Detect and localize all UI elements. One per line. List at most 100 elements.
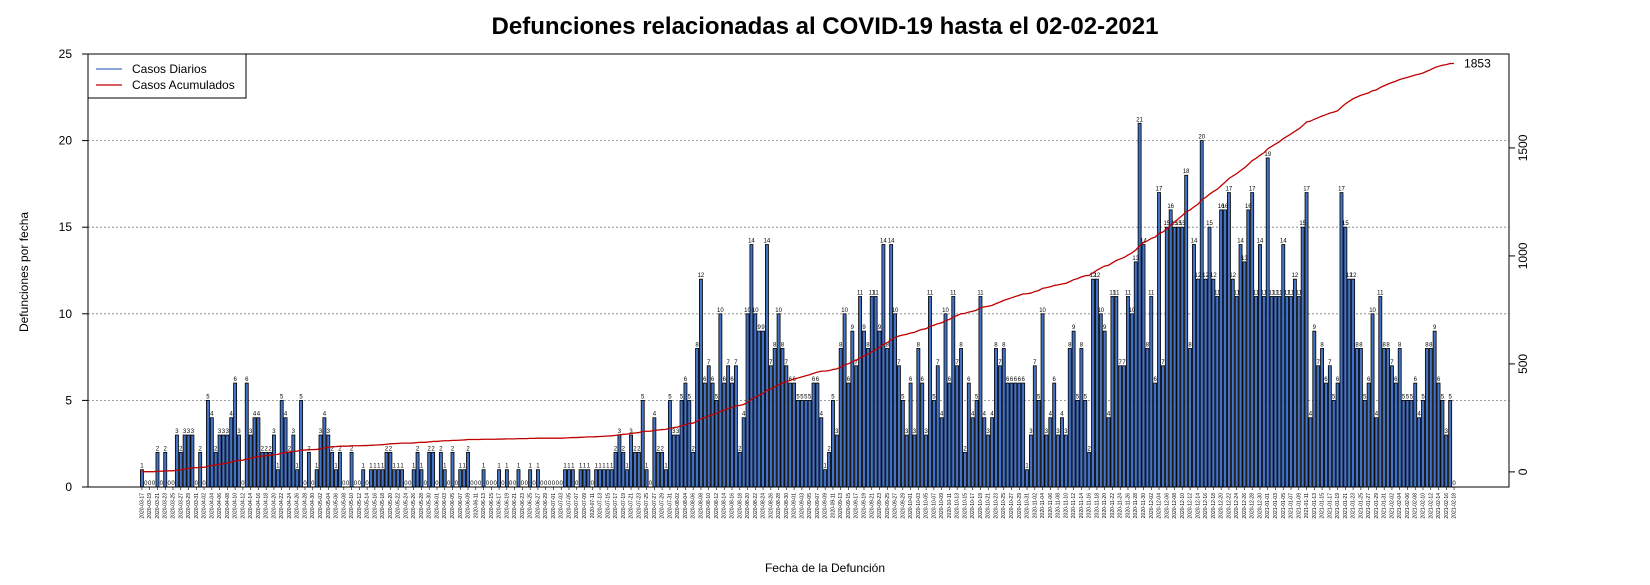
bar — [687, 399, 692, 488]
bar-value-label: 10 — [717, 308, 724, 314]
bar — [1176, 226, 1181, 488]
x-tick-label: 2020-06-23 — [520, 493, 526, 519]
x-tick-label: 2021-01-11 — [1304, 493, 1310, 518]
bar-value-label: 14 — [888, 239, 895, 245]
x-tick-label: 2021-01-25 — [1358, 493, 1364, 519]
bar — [1300, 226, 1305, 488]
bar-value-label: 4 — [820, 412, 824, 418]
x-tick-label: 2020-10-23 — [993, 493, 999, 519]
bar-value-label: 4 — [210, 412, 214, 418]
bar — [1285, 296, 1290, 488]
bar-value-label: 3 — [272, 429, 276, 435]
bar — [392, 469, 397, 488]
bar — [796, 399, 800, 488]
bar-value-label: 6 — [703, 377, 707, 383]
bar-value-label: 14 — [1140, 239, 1147, 245]
bar-value-label: 5 — [1037, 394, 1041, 400]
bar-value-label: 3 — [187, 429, 191, 435]
bar-value-label: 9 — [1313, 325, 1317, 331]
bar-value-label: 6 — [1014, 377, 1018, 383]
bar — [1351, 278, 1356, 488]
bar — [466, 451, 470, 488]
bar — [1246, 209, 1251, 488]
bar-value-label: 12 — [1292, 273, 1299, 279]
bar-value-label: 3 — [1056, 429, 1060, 435]
bar — [221, 434, 226, 488]
bar — [376, 469, 381, 488]
x-tick-label: 2021-02-02 — [1389, 493, 1395, 519]
bar-value-label: 2 — [657, 446, 661, 452]
bar-value-label: 4 — [983, 412, 987, 418]
bar-value-label: 13 — [1241, 256, 1248, 262]
bar-value-label: 0 — [532, 481, 536, 487]
x-tick-label: 2020-11-30 — [1141, 493, 1147, 518]
bar — [1048, 417, 1053, 488]
bar-value-label: 12 — [1090, 273, 1097, 279]
bar-value-label: 8 — [839, 342, 843, 348]
bar — [1343, 226, 1348, 488]
x-tick-label: 2021-02-10 — [1421, 493, 1427, 519]
bar — [372, 469, 377, 488]
bar-value-label: 10 — [1097, 308, 1104, 314]
cumulative-end-label: 1853 — [1464, 57, 1491, 71]
bar — [629, 434, 633, 488]
bar-value-label: 1 — [645, 464, 649, 470]
bar-value-label: 1 — [334, 464, 338, 470]
x-tick-label: 2020-08-16 — [730, 493, 736, 519]
bar — [912, 434, 917, 488]
cumulative-line — [141, 62, 1455, 473]
bar — [163, 451, 168, 488]
y-axis-label: Defunciones por fecha — [17, 212, 31, 332]
x-tick-label: 2020-06-09 — [466, 493, 472, 519]
bar — [1347, 278, 1352, 488]
bar-value-label: 3 — [183, 429, 187, 435]
bar-value-label: 3 — [835, 429, 839, 435]
bar — [198, 451, 203, 488]
bar-value-label: 6 — [1437, 377, 1441, 383]
bar — [174, 434, 179, 488]
x-tick-label: 2020-06-27 — [535, 493, 541, 519]
x-tick-label: 2021-01-29 — [1374, 493, 1380, 519]
bar-value-label: 10 — [892, 308, 899, 314]
bar-value-label: 11 — [950, 290, 957, 296]
bar-value-label: 7 — [1317, 360, 1321, 366]
bar-value-label: 8 — [1429, 342, 1433, 348]
x-tick-label: 2020-04-08 — [225, 493, 231, 519]
x-tick-label: 2020-08-18 — [737, 493, 743, 519]
bar-value-label: 6 — [723, 377, 727, 383]
y-tick-label: 25 — [59, 47, 73, 61]
bar-value-label: 13 — [1132, 256, 1139, 262]
bar-value-label: 4 — [1107, 412, 1111, 418]
x-tick-label: 2020-10-31 — [1025, 493, 1031, 519]
bar-value-label: 12 — [698, 273, 705, 279]
x-tick-label: 2020-04-22 — [279, 493, 285, 519]
x-tick-label: 2020-10-01 — [908, 493, 914, 519]
bar-value-label: 0 — [540, 481, 544, 487]
bar-value-label: 6 — [812, 377, 816, 383]
bar — [846, 382, 851, 488]
bar-value-label: 3 — [629, 429, 633, 435]
bar — [567, 469, 571, 488]
bar-value-label: 8 — [1383, 342, 1387, 348]
bar-value-label: 10 — [942, 308, 949, 314]
bar-value-label: 11 — [1268, 290, 1275, 296]
x-tick-label: 2020-05-12 — [357, 493, 363, 519]
bar — [1044, 434, 1049, 488]
x-tick-label: 2020-07-05 — [566, 493, 572, 519]
bar — [1397, 348, 1402, 488]
bar-value-label: 8 — [1398, 342, 1402, 348]
bar-value-label: 6 — [711, 377, 715, 383]
bar-value-label: 17 — [1338, 187, 1345, 193]
bar — [1164, 226, 1169, 488]
bar-value-label: 10 — [841, 308, 848, 314]
x-tick-label: 2020-08-08 — [698, 493, 704, 519]
plot-frame — [87, 53, 1510, 488]
bar — [943, 313, 948, 488]
x-tick-label: 2020-04-24 — [287, 493, 293, 519]
bar — [776, 313, 781, 488]
bar-value-label: 1 — [443, 464, 447, 470]
bar-value-label: 1 — [315, 464, 319, 470]
bar-value-label: 11 — [1214, 290, 1221, 296]
bar — [772, 348, 777, 488]
bar — [1063, 434, 1068, 488]
